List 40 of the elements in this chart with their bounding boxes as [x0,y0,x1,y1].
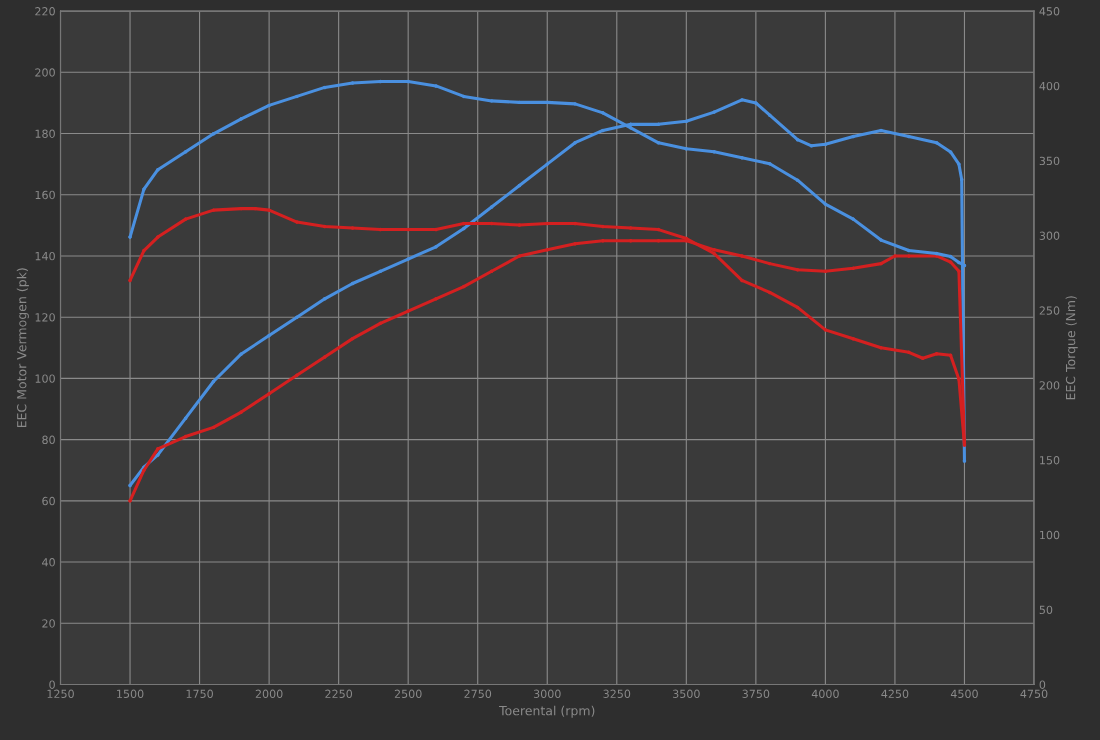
y2-tick-label: 200 [1039,381,1060,390]
y2-tick-label: 100 [1040,530,1060,540]
x-tick-label: 2750 [464,689,492,698]
y-tick-label: 200 [35,68,55,77]
x-tick-label: 3250 [603,689,631,698]
y2-tick-label: 150 [1040,456,1060,465]
x-tick-label: 4250 [881,689,909,698]
y2-tick-label: 250 [1039,306,1060,315]
y-tick-label: 140 [35,251,55,261]
x-tick-label: 4750 [1020,689,1048,698]
x-tick-label: 1250 [47,689,74,698]
y-tick-label: 80 [42,435,55,445]
y2-tick-label: 350 [1039,156,1060,166]
y-tick-label: 40 [42,558,55,567]
y2-tick-label: 450 [1039,7,1060,16]
x-tick-label: 3000 [533,689,561,698]
x-tick-label: 2500 [394,689,422,698]
x-tick-label: 3500 [673,689,700,698]
x-tick-label: 2250 [325,689,353,698]
y-tick-label: 60 [42,496,55,506]
y-tick-label: 0 [49,680,55,689]
x-tick-label: 4500 [950,689,978,698]
y-tick-label: 160 [35,190,55,200]
y-tick-label: 220 [35,7,55,16]
y2-tick-label: 0 [1039,680,1046,689]
y2-tick-label: 400 [1039,81,1060,91]
y-axis-title: EEC Motor Vermogen (pk) [16,268,29,428]
y2-tick-label: 50 [1039,605,1053,615]
y-tick-label: 100 [35,374,55,383]
y-tick-label: 180 [35,129,55,138]
x-tick-label: 2000 [255,689,283,698]
x-tick-label: 4000 [811,689,839,698]
x-tick-label: 1750 [186,689,213,698]
x-tick-label: 3750 [742,689,770,698]
y-tick-label: 120 [35,313,55,322]
y2-tick-label: 300 [1039,231,1060,240]
y-tick-label: 20 [42,619,55,628]
x-tick-label: 1500 [117,689,144,698]
x-axis-title: Toerental (rpm) [499,705,595,718]
y2-axis-title: EEC Torque (Nm) [1065,296,1078,400]
